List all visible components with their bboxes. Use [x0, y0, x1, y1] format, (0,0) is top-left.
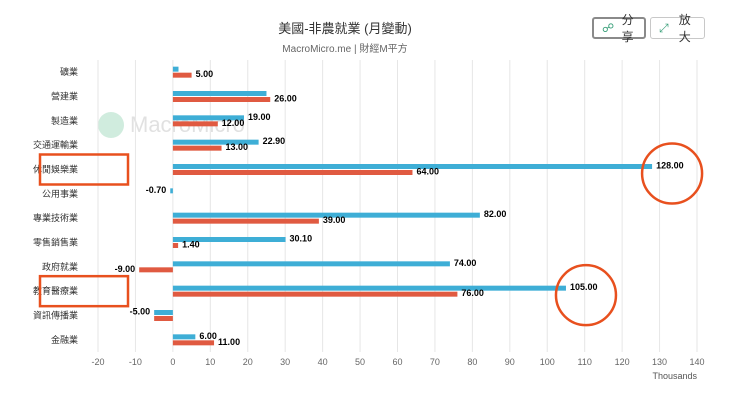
data-label: 74.00 [454, 258, 477, 268]
category-label: 專業技術業 [33, 212, 78, 223]
x-tick-label: 0 [170, 357, 175, 367]
data-label: 12.00 [222, 118, 245, 128]
data-label: 82.00 [484, 209, 507, 219]
grid-layer [97, 60, 698, 352]
highlight-circle [554, 263, 618, 327]
bar [172, 72, 192, 78]
bar [172, 164, 653, 169]
bar [172, 291, 458, 297]
data-label: 30.10 [290, 234, 313, 244]
data-label: 39.00 [323, 215, 346, 225]
bar [172, 243, 179, 248]
bar [154, 316, 173, 321]
data-label: 5.00 [196, 69, 214, 79]
x-tick-label: 90 [505, 357, 515, 367]
category-label: 營建業 [51, 91, 78, 102]
data-label: 64.00 [416, 167, 439, 177]
x-tick-label: 80 [467, 357, 477, 367]
annotation-layer [38, 142, 704, 327]
bar [172, 121, 218, 127]
data-label: 128.00 [656, 161, 684, 171]
bar [172, 145, 222, 151]
bar [172, 334, 196, 340]
x-tick-label: 60 [392, 357, 402, 367]
zoom-button[interactable]: ⤢ 放大 [650, 13, 705, 44]
bar [172, 170, 413, 175]
bar [170, 188, 173, 194]
data-label: -0.70 [146, 185, 167, 195]
bar [172, 218, 319, 224]
category-label: 製造業 [51, 115, 78, 126]
category-label: 零售銷售業 [33, 237, 78, 248]
data-label: 105.00 [570, 282, 598, 292]
bar [172, 261, 450, 267]
bar [172, 237, 286, 242]
category-label: 公用事業 [42, 188, 78, 199]
category-label: 金融業 [51, 334, 78, 345]
category-label: 休閒娛樂業 [33, 164, 78, 175]
data-label: -9.00 [115, 264, 136, 274]
bar [172, 97, 271, 102]
expand-icon: ⤢ [659, 20, 669, 35]
category-label: 礦業 [60, 66, 78, 77]
bars-layer [139, 66, 653, 346]
share-icon: ☍ [602, 21, 615, 35]
bar [172, 115, 245, 121]
x-tick-label: 40 [318, 357, 328, 367]
highlight-circle [640, 142, 704, 205]
x-tick-label: 70 [430, 357, 440, 367]
bar [172, 91, 267, 96]
bar [172, 212, 480, 218]
data-label: 76.00 [461, 288, 484, 298]
chart-subtitle: MacroMicro.me | 財經M平方 [282, 44, 408, 55]
category-label: 政府就業 [42, 261, 78, 272]
bar [154, 310, 173, 315]
bar [172, 139, 259, 145]
share-button[interactable]: ☍ 分享 [592, 13, 646, 44]
data-label: -5.00 [130, 307, 151, 317]
data-label: 19.00 [248, 112, 271, 122]
data-label: 22.90 [263, 136, 286, 146]
x-tick-label: 110 [578, 357, 592, 367]
bar [172, 66, 179, 72]
x-tick-label: 130 [652, 357, 667, 367]
x-axis-title: Thousands [652, 371, 697, 381]
x-tick-label: 10 [205, 357, 215, 367]
bar [172, 340, 215, 346]
highlight-box [38, 274, 130, 308]
category-label: 交通運輸業 [33, 139, 78, 150]
category-label: 教育醫療業 [33, 285, 78, 296]
x-tick-label: 140 [689, 357, 704, 367]
highlight-box [38, 153, 130, 186]
x-tick-label: 50 [355, 357, 365, 367]
x-tick-label: -10 [129, 357, 142, 367]
bar [172, 285, 566, 291]
data-label: 26.00 [274, 94, 297, 104]
bar [139, 267, 173, 273]
share-button-label: 分享 [621, 13, 634, 44]
data-label: 6.00 [199, 331, 217, 341]
zoom-button-label: 放大 [678, 13, 691, 44]
x-tick-label: 120 [615, 357, 630, 367]
data-label: 11.00 [218, 337, 240, 347]
chart-title: 美國-非農就業 (月變動) [278, 21, 412, 36]
labels-layer: -20 -10 0 10 20 30 40 50 60 70 80 90 100 110 120 130 140… [33, 66, 705, 381]
x-tick-label: 100 [540, 357, 555, 367]
data-label: 1.40 [182, 240, 200, 250]
x-tick-label: 30 [280, 357, 290, 367]
x-tick-label: 20 [243, 357, 253, 367]
data-label: 13.00 [226, 142, 249, 152]
x-tick-label: -20 [91, 357, 104, 367]
category-label: 資訊傳播業 [33, 310, 78, 321]
